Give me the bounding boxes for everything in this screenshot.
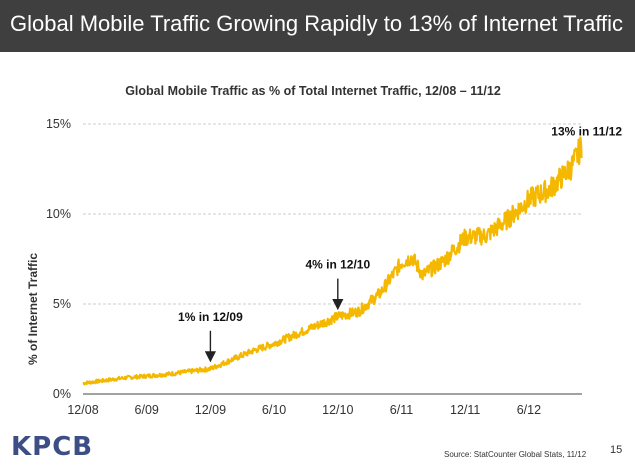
mobile-traffic-series-line (82, 136, 583, 386)
y-tick-label: 15% (46, 117, 71, 131)
x-tick-label: 12/09 (195, 403, 226, 417)
annotation-layer: 1% in 12/09 4% in 12/10 13% in 11/12 (178, 125, 622, 363)
x-tick-label: 12/10 (322, 403, 353, 417)
mobile-traffic-chart: Global Mobile Traffic as % of Total Inte… (26, 84, 622, 417)
title-bar: Global Mobile Traffic Growing Rapidly to… (0, 0, 635, 52)
y-axis-ticks: 0% 5% 10% 15% (46, 117, 71, 401)
y-tick-label: 5% (53, 297, 71, 311)
y-tick-label: 10% (46, 207, 71, 221)
x-tick-label: 12/08 (67, 403, 98, 417)
x-tick-label: 6/12 (517, 403, 541, 417)
annotation-label: 1% in 12/09 (178, 310, 243, 324)
x-axis-ticks: 12/08 6/09 12/09 6/10 12/10 6/11 12/11 6/12 (67, 403, 541, 417)
x-tick-label: 6/09 (135, 403, 159, 417)
series-layer (82, 136, 583, 386)
source-note: Source: StatCounter Global Stats, 11/12 (444, 450, 587, 459)
gridlines (83, 123, 582, 395)
slide-title: Global Mobile Traffic Growing Rapidly to… (10, 11, 624, 36)
x-tick-label: 6/11 (390, 403, 413, 417)
x-tick-label: 6/10 (262, 403, 286, 417)
chart-title: Global Mobile Traffic as % of Total Inte… (125, 84, 501, 98)
y-axis-label: % of Internet Traffic (26, 253, 40, 365)
y-tick-label: 0% (53, 387, 71, 401)
x-tick-label: 12/11 (450, 403, 480, 417)
page-number: 15 (610, 444, 623, 456)
kpcb-logo: KPCB (11, 432, 94, 462)
annotation-label: 13% in 11/12 (551, 125, 622, 139)
annotation-label: 4% in 12/10 (305, 258, 370, 272)
